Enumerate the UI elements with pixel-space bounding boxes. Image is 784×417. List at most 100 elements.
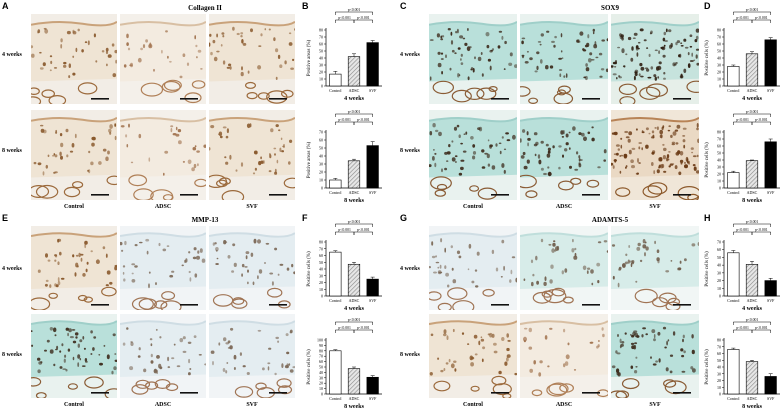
row-label-8w: 8 weeks [2, 148, 22, 154]
micrograph [520, 14, 608, 104]
y-tick-label: 20 [717, 70, 721, 75]
significance-bracket [751, 19, 771, 23]
x-tick-label: SVF [767, 88, 775, 93]
p-value-label: p<0.001 [746, 8, 759, 12]
micrograph [520, 226, 608, 310]
significance-bracket [751, 121, 771, 125]
panel-d-label: D [704, 1, 711, 11]
y-tick-label: 20 [717, 172, 721, 177]
micrograph [611, 14, 699, 104]
bar [347, 56, 361, 87]
bar [727, 349, 740, 395]
significance-bracket [335, 121, 355, 125]
y-tick-label: 70 [717, 137, 721, 142]
row-label-4w: 4 weeks [400, 266, 420, 272]
panel-h-label: H [704, 213, 711, 223]
y-tick-label: 50 [319, 365, 323, 370]
p-value-label: p<0.001 [736, 228, 749, 232]
p-value-label: p<0.001 [755, 228, 768, 232]
p-value-label: p<0.001 [338, 228, 351, 232]
panel-c-title: SOX9 [601, 4, 619, 12]
micrograph [429, 14, 517, 104]
x-tick-label: SVF [369, 190, 377, 195]
bar-chart: 0 10 20 30 40 50 60 70 80 Positive areas (%) Contr… [304, 6, 386, 104]
micrograph [209, 314, 295, 398]
bar [347, 368, 361, 395]
x-axis-label: 4 weeks [344, 306, 364, 312]
y-tick-label: 20 [319, 70, 323, 75]
bar [727, 66, 740, 87]
micrograph [209, 14, 295, 104]
col-label-svf: SVF [649, 402, 661, 408]
significance-bracket [733, 321, 771, 325]
y-tick-label: 60 [319, 359, 323, 364]
x-axis-label: 4 weeks [344, 96, 364, 102]
bar [745, 53, 759, 87]
row-label-4w: 4 weeks [2, 52, 22, 58]
p-value-label: p<0.001 [746, 110, 759, 114]
x-tick-label: ADSC [747, 88, 758, 93]
micrograph [611, 110, 699, 200]
bar [329, 73, 342, 87]
y-tick-label: 10 [319, 77, 323, 82]
y-tick-label: 70 [717, 35, 721, 40]
x-tick-label: ADSC [349, 88, 360, 93]
panel-g-label: G [400, 213, 408, 223]
p-value-label: p<0.001 [338, 326, 351, 330]
y-tick-label: 10 [319, 178, 323, 183]
y-tick-label: 40 [717, 56, 721, 61]
x-axis-label: 8 weeks [742, 198, 762, 204]
p-value-label: p<0.001 [357, 118, 370, 122]
y-tick-label: 80 [319, 28, 323, 33]
bar [745, 361, 759, 395]
micrograph [209, 226, 295, 310]
bar [329, 350, 342, 395]
y-tick-label: 70 [319, 130, 323, 135]
y-tick-label: 90 [319, 343, 323, 348]
p-value-label: p<0.001 [755, 118, 768, 122]
y-tick-label: 40 [319, 267, 323, 272]
col-label-adsc: ADSC [555, 204, 573, 210]
y-tick-label: 50 [319, 49, 323, 54]
y-tick-label: 80 [319, 240, 323, 245]
x-tick-label: Control [727, 190, 740, 195]
panel-b-label: B [302, 1, 309, 11]
micrograph [31, 314, 117, 398]
y-tick-label: 40 [319, 56, 323, 61]
p-value-label: p<0.001 [338, 16, 351, 20]
panel-c-label: C [400, 1, 407, 11]
y-tick-label: 10 [717, 286, 721, 291]
panel-g-title: ADAMTS-5 [591, 216, 629, 224]
significance-bracket [733, 231, 753, 235]
bar [366, 42, 379, 87]
row-label-8w: 8 weeks [400, 148, 420, 154]
y-tick-label: 20 [319, 170, 323, 175]
y-tick-label: 40 [717, 365, 721, 370]
significance-bracket [335, 321, 373, 325]
x-tick-label: ADSC [349, 298, 360, 303]
p-value-label: p<0.001 [348, 318, 361, 322]
col-label-svf: SVF [649, 204, 661, 210]
bar [745, 264, 759, 297]
significance-bracket [733, 329, 753, 333]
y-tick-label: 40 [319, 370, 323, 375]
y-tick-label: 0 [719, 186, 721, 191]
col-label-svf: SVF [246, 204, 258, 210]
significance-bracket [353, 121, 373, 125]
y-tick-label: 80 [717, 338, 721, 343]
significance-bracket [751, 231, 771, 235]
bar [727, 252, 740, 297]
x-tick-label: Control [329, 88, 342, 93]
y-tick-label: 60 [717, 351, 721, 356]
y-tick-label: 80 [717, 28, 721, 33]
bar-chart: 0 10 20 30 40 50 60 70 80 Positive cells (%) Contr… [304, 218, 386, 314]
col-label-adsc: ADSC [555, 402, 573, 408]
y-tick-label: 50 [717, 255, 721, 260]
y-axis-label: Positive cells (%) [307, 251, 312, 287]
y-tick-label: 80 [319, 348, 323, 353]
micrograph [31, 226, 117, 310]
y-tick-label: 30 [717, 371, 721, 376]
y-tick-label: 0 [321, 392, 323, 397]
x-axis-label: 8 weeks [344, 404, 364, 410]
y-tick-label: 60 [717, 247, 721, 252]
